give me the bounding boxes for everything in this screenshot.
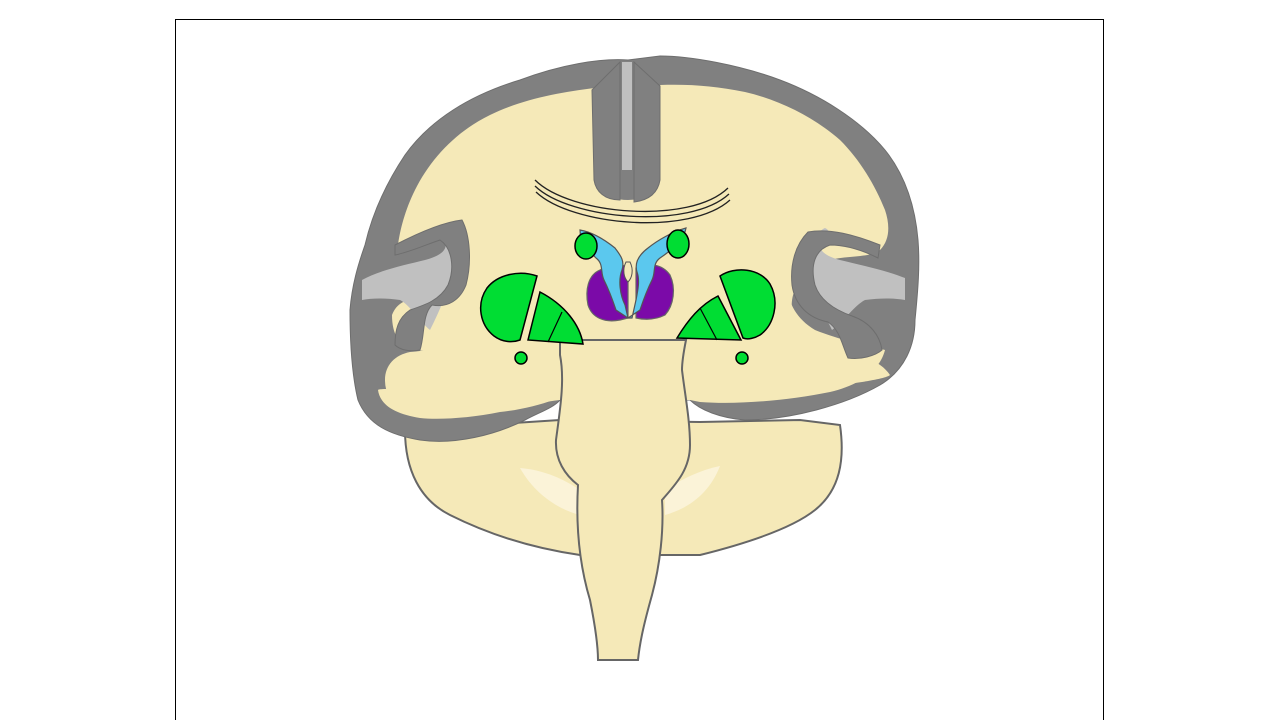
ventricle-septum bbox=[623, 261, 633, 283]
cerebellum-light-area-right bbox=[665, 466, 720, 515]
right-sylvian-cortex bbox=[791, 230, 883, 359]
right-globus-pallidus-divider bbox=[699, 307, 718, 341]
cerebellum-light-area bbox=[520, 468, 580, 515]
corpus-callosum-line-3 bbox=[535, 191, 731, 224]
right-putamen bbox=[719, 269, 776, 340]
fissure-cortex-left bbox=[591, 60, 621, 201]
right-insula bbox=[811, 228, 905, 330]
left-subthalamic-nucleus bbox=[514, 351, 528, 365]
left-sylvian-cortex bbox=[394, 219, 470, 352]
right-caudate-head bbox=[666, 229, 690, 259]
corpus-callosum-line-2 bbox=[534, 185, 730, 218]
corpus-callosum-line-1 bbox=[534, 179, 729, 212]
left-putamen bbox=[479, 272, 538, 343]
fissure-cortex-right bbox=[633, 60, 661, 203]
left-globus-pallidus-divider bbox=[547, 311, 563, 343]
left-caudate-head bbox=[574, 232, 598, 260]
right-subthalamic-nucleus bbox=[735, 351, 749, 365]
lateral-ventricles bbox=[579, 227, 687, 319]
left-globus-pallidus bbox=[527, 290, 584, 345]
interhemispheric-fissure bbox=[622, 62, 632, 170]
brainstem bbox=[554, 339, 692, 661]
right-globus-pallidus bbox=[675, 294, 743, 341]
